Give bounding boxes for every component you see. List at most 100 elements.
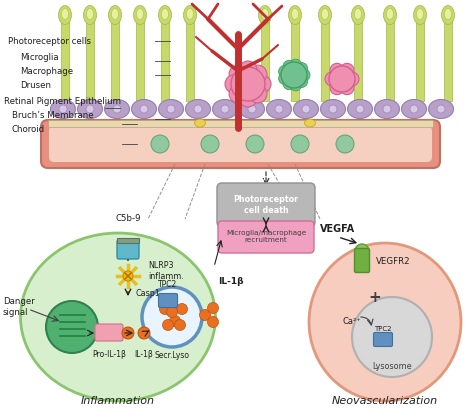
Text: Choroid: Choroid: [12, 126, 45, 134]
Bar: [444, 21, 452, 101]
Circle shape: [140, 105, 148, 113]
FancyBboxPatch shape: [374, 333, 392, 347]
Circle shape: [59, 105, 67, 113]
Bar: [86, 21, 94, 101]
Bar: [386, 21, 394, 101]
Ellipse shape: [258, 5, 272, 24]
FancyBboxPatch shape: [355, 248, 370, 272]
Ellipse shape: [131, 99, 156, 119]
Text: NLRP3
inflamm.: NLRP3 inflamm.: [148, 261, 184, 281]
Bar: [321, 21, 329, 101]
Ellipse shape: [262, 8, 268, 20]
Circle shape: [298, 69, 310, 81]
Text: TPC2: TPC2: [374, 326, 392, 332]
Ellipse shape: [83, 5, 97, 24]
Circle shape: [290, 79, 302, 91]
Ellipse shape: [111, 8, 118, 20]
Text: Inflammation: Inflammation: [81, 396, 155, 406]
Circle shape: [229, 65, 247, 83]
Ellipse shape: [309, 243, 461, 401]
Circle shape: [345, 72, 359, 86]
Text: VEGFR2: VEGFR2: [376, 256, 410, 266]
Ellipse shape: [413, 5, 427, 24]
Ellipse shape: [78, 99, 102, 119]
Circle shape: [208, 303, 219, 313]
Circle shape: [194, 105, 202, 113]
Circle shape: [166, 307, 177, 318]
Ellipse shape: [320, 99, 346, 119]
Text: Casp1: Casp1: [136, 290, 161, 298]
Circle shape: [239, 61, 257, 79]
Text: TPC2: TPC2: [158, 280, 178, 289]
Circle shape: [113, 105, 121, 113]
Circle shape: [330, 81, 344, 95]
Circle shape: [176, 303, 188, 315]
Bar: [111, 21, 119, 101]
Ellipse shape: [158, 5, 172, 24]
Ellipse shape: [104, 99, 129, 119]
Ellipse shape: [58, 5, 72, 24]
Text: C5b-9: C5b-9: [115, 214, 141, 223]
Text: Microglia/macrophage
recruitment: Microglia/macrophage recruitment: [226, 230, 306, 243]
Circle shape: [200, 310, 210, 321]
Ellipse shape: [137, 8, 144, 20]
Circle shape: [329, 66, 355, 92]
Circle shape: [330, 63, 344, 78]
FancyBboxPatch shape: [49, 126, 432, 162]
Circle shape: [302, 105, 310, 113]
Circle shape: [275, 105, 283, 113]
Text: Lysosome: Lysosome: [372, 362, 412, 371]
Ellipse shape: [86, 8, 93, 20]
Bar: [416, 21, 424, 101]
Ellipse shape: [383, 5, 396, 24]
Text: IL-1β: IL-1β: [218, 277, 244, 287]
Circle shape: [170, 316, 181, 326]
Circle shape: [283, 78, 295, 90]
Circle shape: [142, 287, 202, 347]
Ellipse shape: [20, 233, 216, 401]
Circle shape: [291, 135, 309, 153]
Text: Danger
signal: Danger signal: [3, 297, 35, 317]
FancyBboxPatch shape: [217, 183, 315, 227]
Circle shape: [325, 72, 339, 86]
Circle shape: [437, 105, 445, 113]
FancyBboxPatch shape: [95, 324, 123, 341]
Circle shape: [329, 105, 337, 113]
Circle shape: [356, 105, 364, 113]
Circle shape: [340, 63, 354, 78]
Circle shape: [159, 303, 171, 315]
Ellipse shape: [374, 99, 400, 119]
Circle shape: [352, 297, 432, 377]
Circle shape: [167, 105, 175, 113]
Circle shape: [231, 67, 265, 101]
Bar: [261, 21, 269, 101]
Text: Macrophage: Macrophage: [20, 67, 73, 75]
Ellipse shape: [212, 99, 237, 119]
Circle shape: [296, 75, 308, 88]
Circle shape: [336, 135, 354, 153]
Circle shape: [410, 105, 418, 113]
FancyBboxPatch shape: [158, 293, 177, 308]
Circle shape: [249, 85, 267, 103]
Ellipse shape: [62, 8, 69, 20]
Ellipse shape: [266, 99, 292, 119]
Circle shape: [225, 75, 243, 93]
Ellipse shape: [304, 119, 316, 127]
Bar: [48, 120, 433, 127]
Text: Microglia: Microglia: [20, 52, 59, 62]
Circle shape: [281, 62, 307, 88]
Ellipse shape: [401, 99, 427, 119]
Ellipse shape: [185, 99, 210, 119]
Ellipse shape: [321, 8, 328, 20]
Text: Pro-IL-1β: Pro-IL-1β: [92, 350, 126, 359]
Bar: [354, 21, 362, 101]
Ellipse shape: [109, 5, 121, 24]
Circle shape: [174, 320, 185, 331]
Circle shape: [249, 65, 267, 83]
Circle shape: [248, 105, 256, 113]
Circle shape: [239, 89, 257, 107]
Circle shape: [138, 327, 150, 339]
Circle shape: [201, 135, 219, 153]
Circle shape: [221, 105, 229, 113]
Text: Ca²⁺: Ca²⁺: [343, 318, 361, 326]
